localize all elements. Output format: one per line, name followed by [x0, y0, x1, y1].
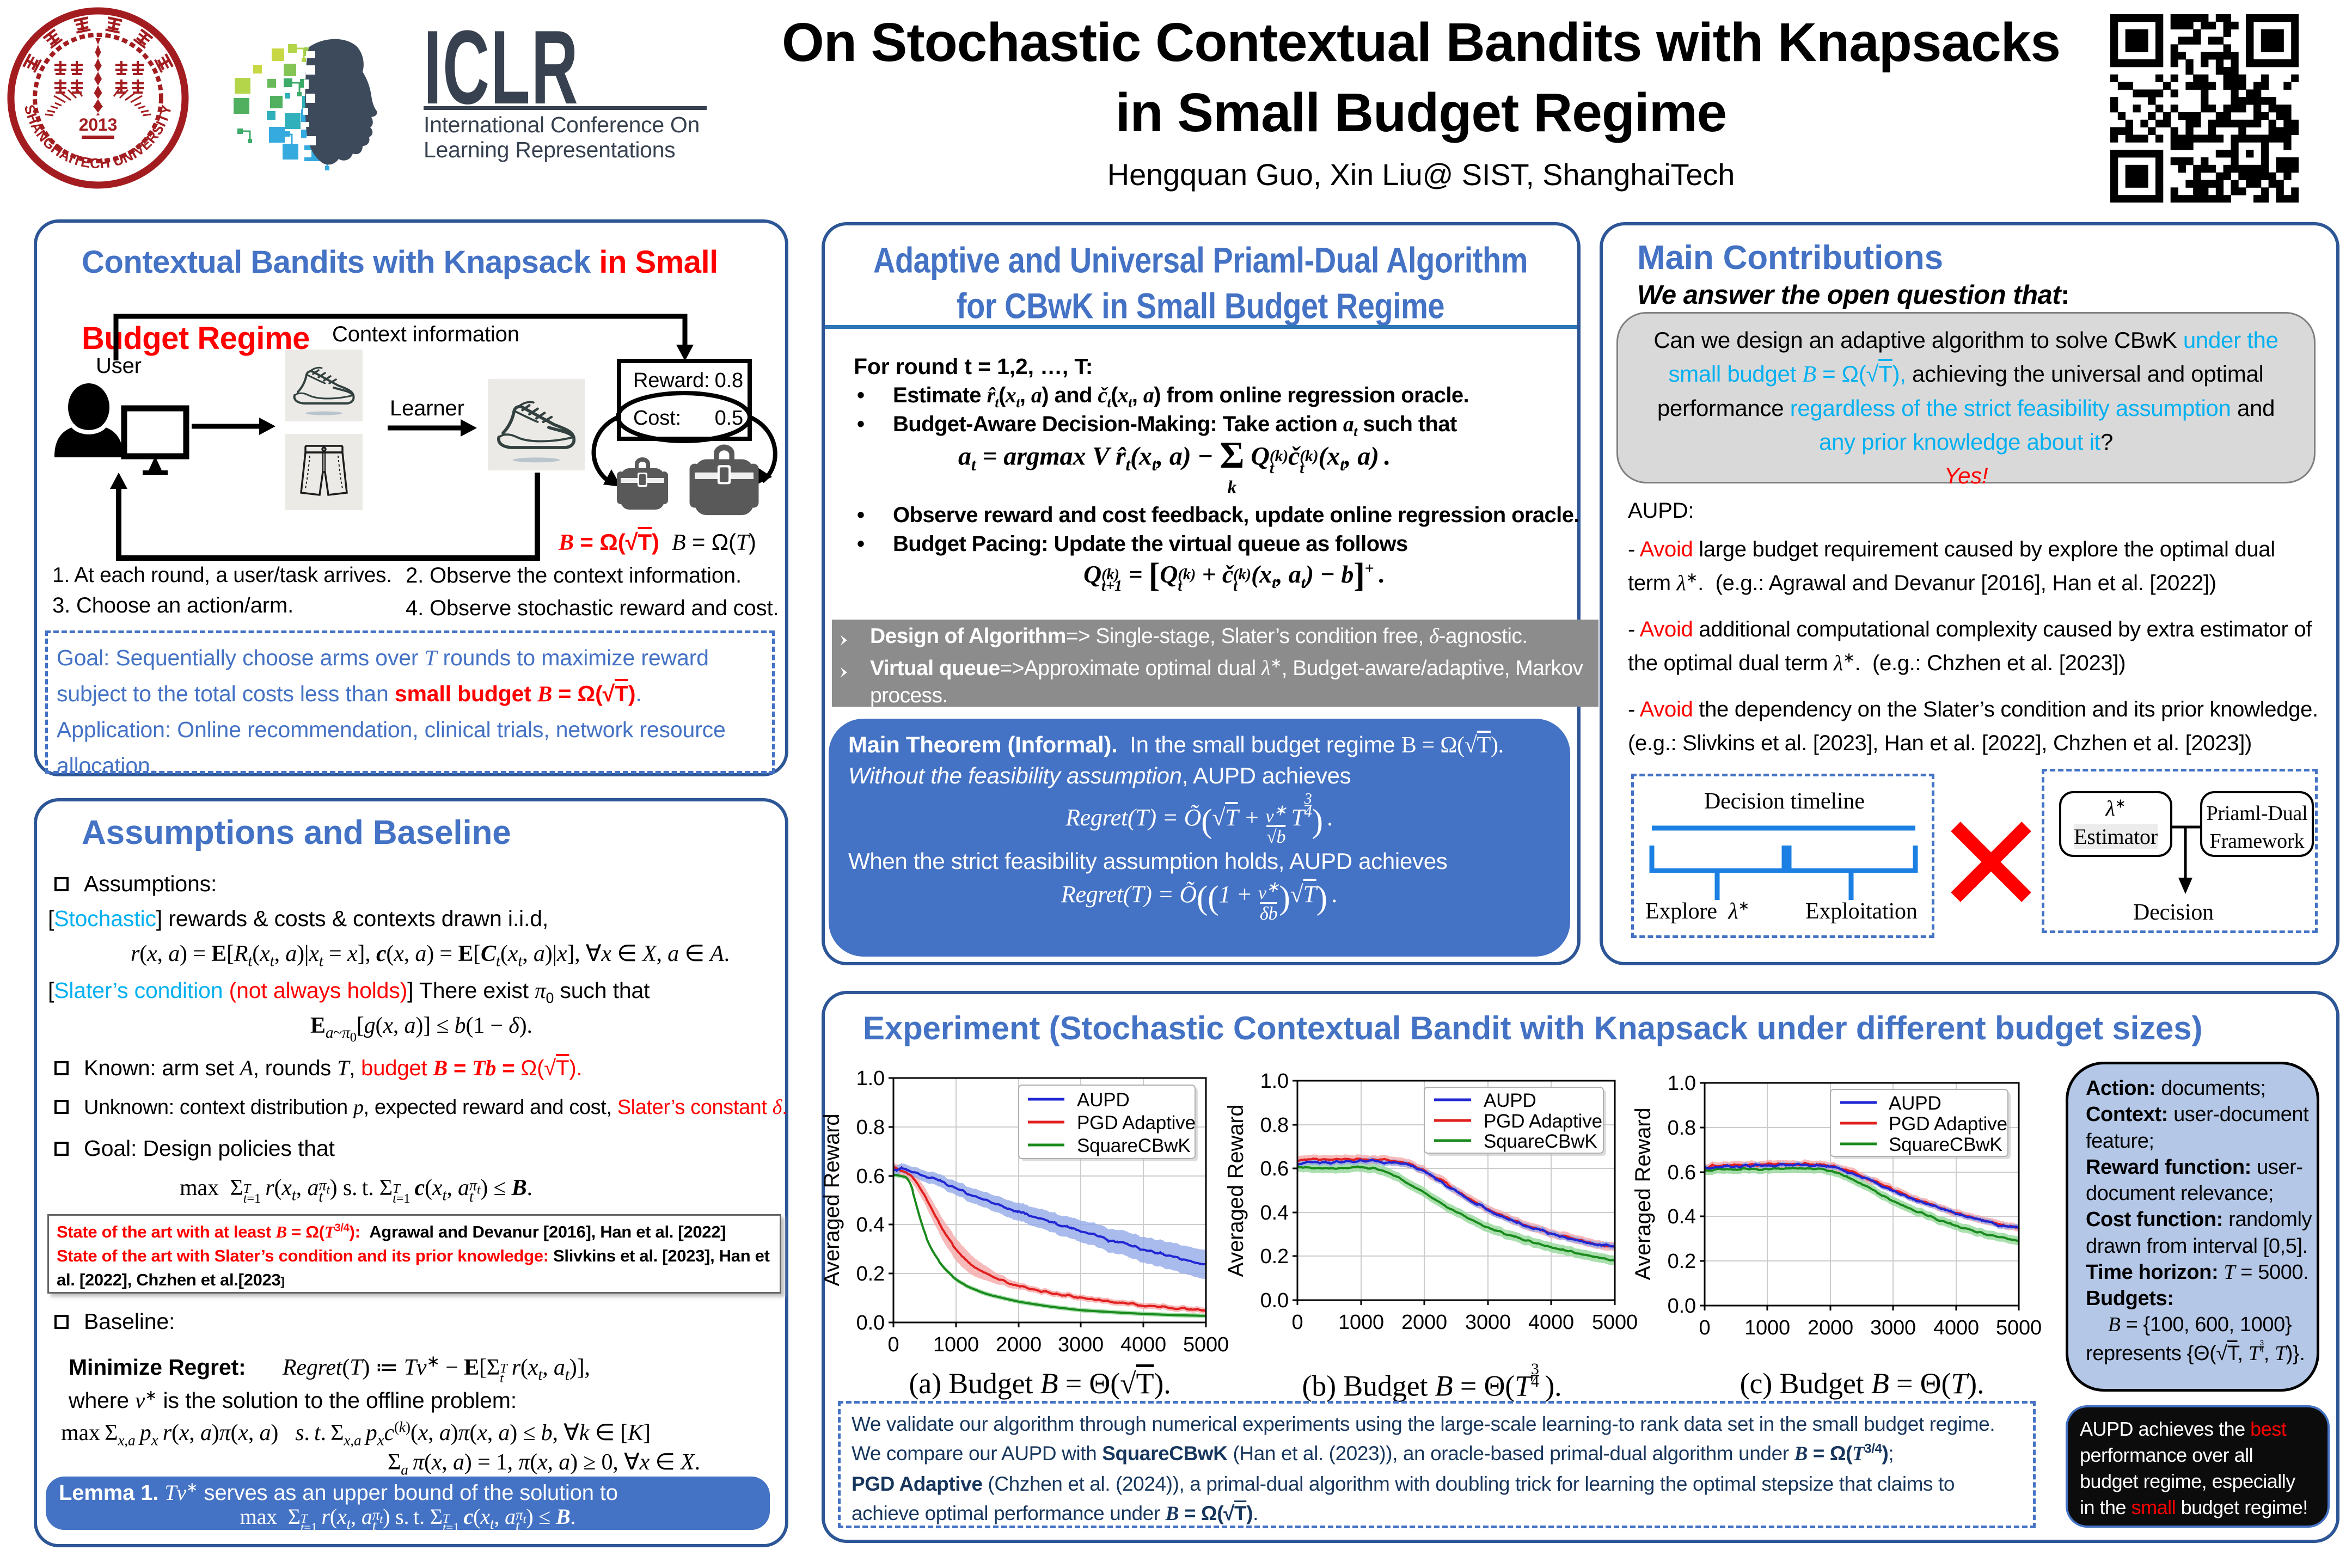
svg-text:0.0: 0.0	[1668, 1295, 1696, 1318]
svg-text:SquareCBwK: SquareCBwK	[1484, 1131, 1597, 1152]
svg-text:PGD Adaptive: PGD Adaptive	[1484, 1111, 1602, 1132]
svg-text:SquareCBwK: SquareCBwK	[1077, 1135, 1191, 1156]
svg-text:3000: 3000	[1058, 1333, 1104, 1356]
svg-text:0.6: 0.6	[1668, 1161, 1696, 1184]
svg-text:0.0: 0.0	[1260, 1289, 1289, 1312]
svg-text:5000: 5000	[1183, 1333, 1229, 1356]
svg-text:0.6: 0.6	[856, 1165, 885, 1188]
svg-text:AUPD: AUPD	[1077, 1089, 1130, 1111]
svg-text:0.6: 0.6	[1260, 1157, 1289, 1180]
svg-text:4000: 4000	[1528, 1311, 1574, 1334]
svg-text:Averaged Reward: Averaged Reward	[1224, 1104, 1248, 1277]
svg-text:2000: 2000	[996, 1333, 1042, 1356]
svg-text:4000: 4000	[1120, 1333, 1166, 1356]
svg-text:0.8: 0.8	[856, 1116, 885, 1139]
svg-text:0.2: 0.2	[1260, 1245, 1289, 1268]
svg-text:Averaged Reward: Averaged Reward	[1631, 1107, 1655, 1280]
svg-text:0.4: 0.4	[856, 1214, 885, 1236]
svg-text:1.0: 1.0	[1260, 1070, 1289, 1093]
svg-text:1.0: 1.0	[856, 1067, 885, 1090]
svg-text:2000: 2000	[1401, 1311, 1447, 1334]
svg-text:0.4: 0.4	[1260, 1202, 1289, 1224]
svg-text:0.8: 0.8	[1668, 1117, 1696, 1140]
svg-text:1000: 1000	[1338, 1311, 1384, 1334]
svg-text:1000: 1000	[1744, 1316, 1790, 1339]
svg-text:Averaged Reward: Averaged Reward	[820, 1113, 844, 1286]
svg-text:0.2: 0.2	[856, 1263, 885, 1285]
svg-text:0.0: 0.0	[856, 1312, 885, 1334]
svg-text:0.8: 0.8	[1260, 1114, 1289, 1137]
svg-text:3000: 3000	[1870, 1316, 1916, 1339]
svg-text:AUPD: AUPD	[1484, 1090, 1536, 1111]
svg-text:2000: 2000	[1808, 1316, 1853, 1339]
svg-text:0.2: 0.2	[1668, 1250, 1696, 1273]
svg-text:AUPD: AUPD	[1889, 1093, 1941, 1114]
svg-text:4000: 4000	[1933, 1316, 1979, 1339]
svg-text:PGD Adaptive: PGD Adaptive	[1889, 1113, 2007, 1135]
svg-text:3000: 3000	[1465, 1311, 1511, 1334]
svg-text:2013: 2013	[79, 115, 118, 134]
svg-text:0: 0	[1699, 1316, 1711, 1339]
svg-text:5000: 5000	[1592, 1311, 1638, 1334]
svg-text:0: 0	[888, 1333, 899, 1356]
svg-text:1.0: 1.0	[1668, 1072, 1696, 1095]
svg-text:1000: 1000	[933, 1333, 979, 1356]
svg-text:0: 0	[1292, 1311, 1303, 1334]
svg-text:SquareCBwK: SquareCBwK	[1889, 1134, 2002, 1155]
svg-text:0.4: 0.4	[1668, 1205, 1696, 1228]
svg-text:5000: 5000	[1996, 1316, 2042, 1339]
svg-text:PGD Adaptive: PGD Adaptive	[1077, 1112, 1196, 1134]
